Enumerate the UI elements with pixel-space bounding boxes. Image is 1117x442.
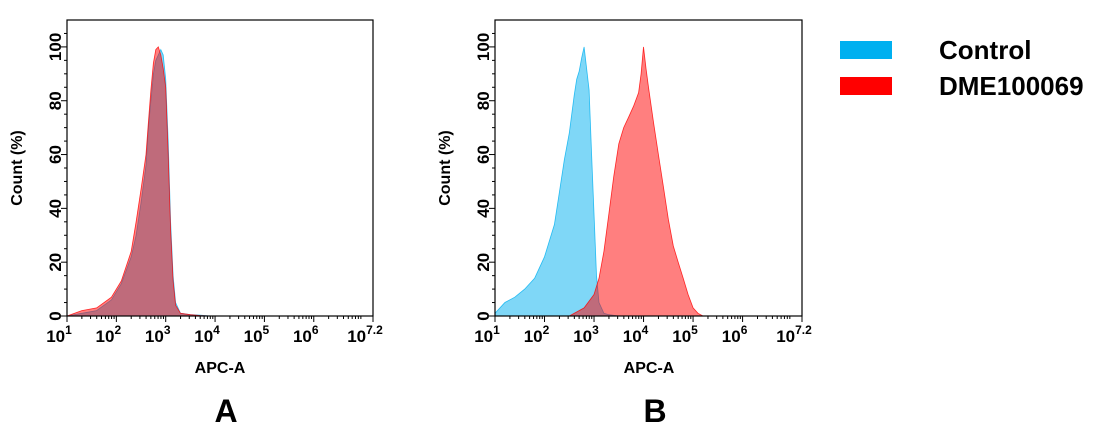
x-tick-exponent: 4 — [213, 323, 220, 337]
x-tick-base: 10 — [776, 327, 795, 346]
x-tick-exponent: 7.2 — [795, 323, 812, 337]
x-axis-title: APC-A — [624, 360, 675, 377]
x-tick-label: 101 — [46, 323, 72, 346]
legend-label: Control — [939, 35, 1031, 65]
x-tick-base: 10 — [96, 327, 115, 346]
x-tick-label: 107.2 — [776, 323, 812, 346]
x-tick-label: 103 — [145, 323, 171, 346]
y-tick-label: 80 — [46, 91, 65, 110]
x-tick-exponent: 4 — [642, 323, 649, 337]
x-tick-exponent: 6 — [741, 323, 748, 337]
x-axis-title: APC-A — [195, 360, 246, 377]
x-tick-base: 10 — [46, 327, 65, 346]
y-tick-label: 80 — [474, 91, 493, 110]
legend-swatch — [840, 41, 892, 59]
x-tick-label: 103 — [573, 323, 599, 346]
x-tick-label: 101 — [474, 323, 500, 346]
y-tick-label: 60 — [46, 145, 65, 164]
x-tick-exponent: 7.2 — [366, 323, 383, 337]
y-tick-label: 20 — [474, 253, 493, 272]
y-tick-label: 0 — [46, 311, 65, 320]
series-dme100069-area — [66, 46, 211, 317]
x-tick-exponent: 5 — [691, 323, 698, 337]
plot-frame — [66, 19, 374, 317]
x-tick-exponent: 2 — [114, 323, 121, 337]
x-tick-base: 10 — [293, 327, 312, 346]
y-tick-label: 20 — [46, 253, 65, 272]
x-tick-exponent: 3 — [592, 323, 599, 337]
x-tick-exponent: 1 — [65, 323, 72, 337]
x-tick-label: 104 — [623, 323, 649, 346]
x-tick-base: 10 — [524, 327, 543, 346]
x-tick-exponent: 2 — [543, 323, 550, 337]
x-tick-base: 10 — [722, 327, 741, 346]
y-tick-label: 100 — [46, 33, 65, 61]
y-axis-title: Count (%) — [9, 130, 26, 206]
x-tick-base: 10 — [347, 327, 366, 346]
series-dme100069-area — [569, 46, 704, 317]
x-tick-exponent: 6 — [312, 323, 319, 337]
legend-label: DME100069 — [939, 71, 1084, 101]
x-tick-base: 10 — [194, 327, 213, 346]
x-tick-label: 106 — [722, 323, 748, 346]
legend: Control DME100069 — [840, 35, 1084, 101]
x-tick-label: 105 — [244, 323, 270, 346]
x-tick-exponent: 3 — [164, 323, 171, 337]
y-axis-title: Count (%) — [437, 130, 454, 206]
y-tick-label: 0 — [474, 311, 493, 320]
y-tick-label: 40 — [474, 199, 493, 218]
x-tick-base: 10 — [474, 327, 493, 346]
y-tick-label: 60 — [474, 145, 493, 164]
x-tick-exponent: 1 — [493, 323, 500, 337]
x-tick-base: 10 — [623, 327, 642, 346]
x-tick-label: 106 — [293, 323, 319, 346]
panel-label: A — [214, 393, 237, 429]
y-tick-label: 100 — [474, 33, 493, 61]
x-tick-base: 10 — [145, 327, 164, 346]
panel-label: B — [643, 393, 666, 429]
x-tick-label: 107.2 — [347, 323, 383, 346]
x-tick-label: 105 — [672, 323, 698, 346]
x-tick-base: 10 — [244, 327, 263, 346]
x-tick-label: 104 — [194, 323, 220, 346]
x-tick-exponent: 5 — [263, 323, 270, 337]
legend-swatch — [840, 77, 892, 95]
x-tick-label: 102 — [524, 323, 550, 346]
x-tick-base: 10 — [573, 327, 592, 346]
x-tick-label: 102 — [96, 323, 122, 346]
x-tick-base: 10 — [672, 327, 691, 346]
y-tick-label: 40 — [46, 199, 65, 218]
